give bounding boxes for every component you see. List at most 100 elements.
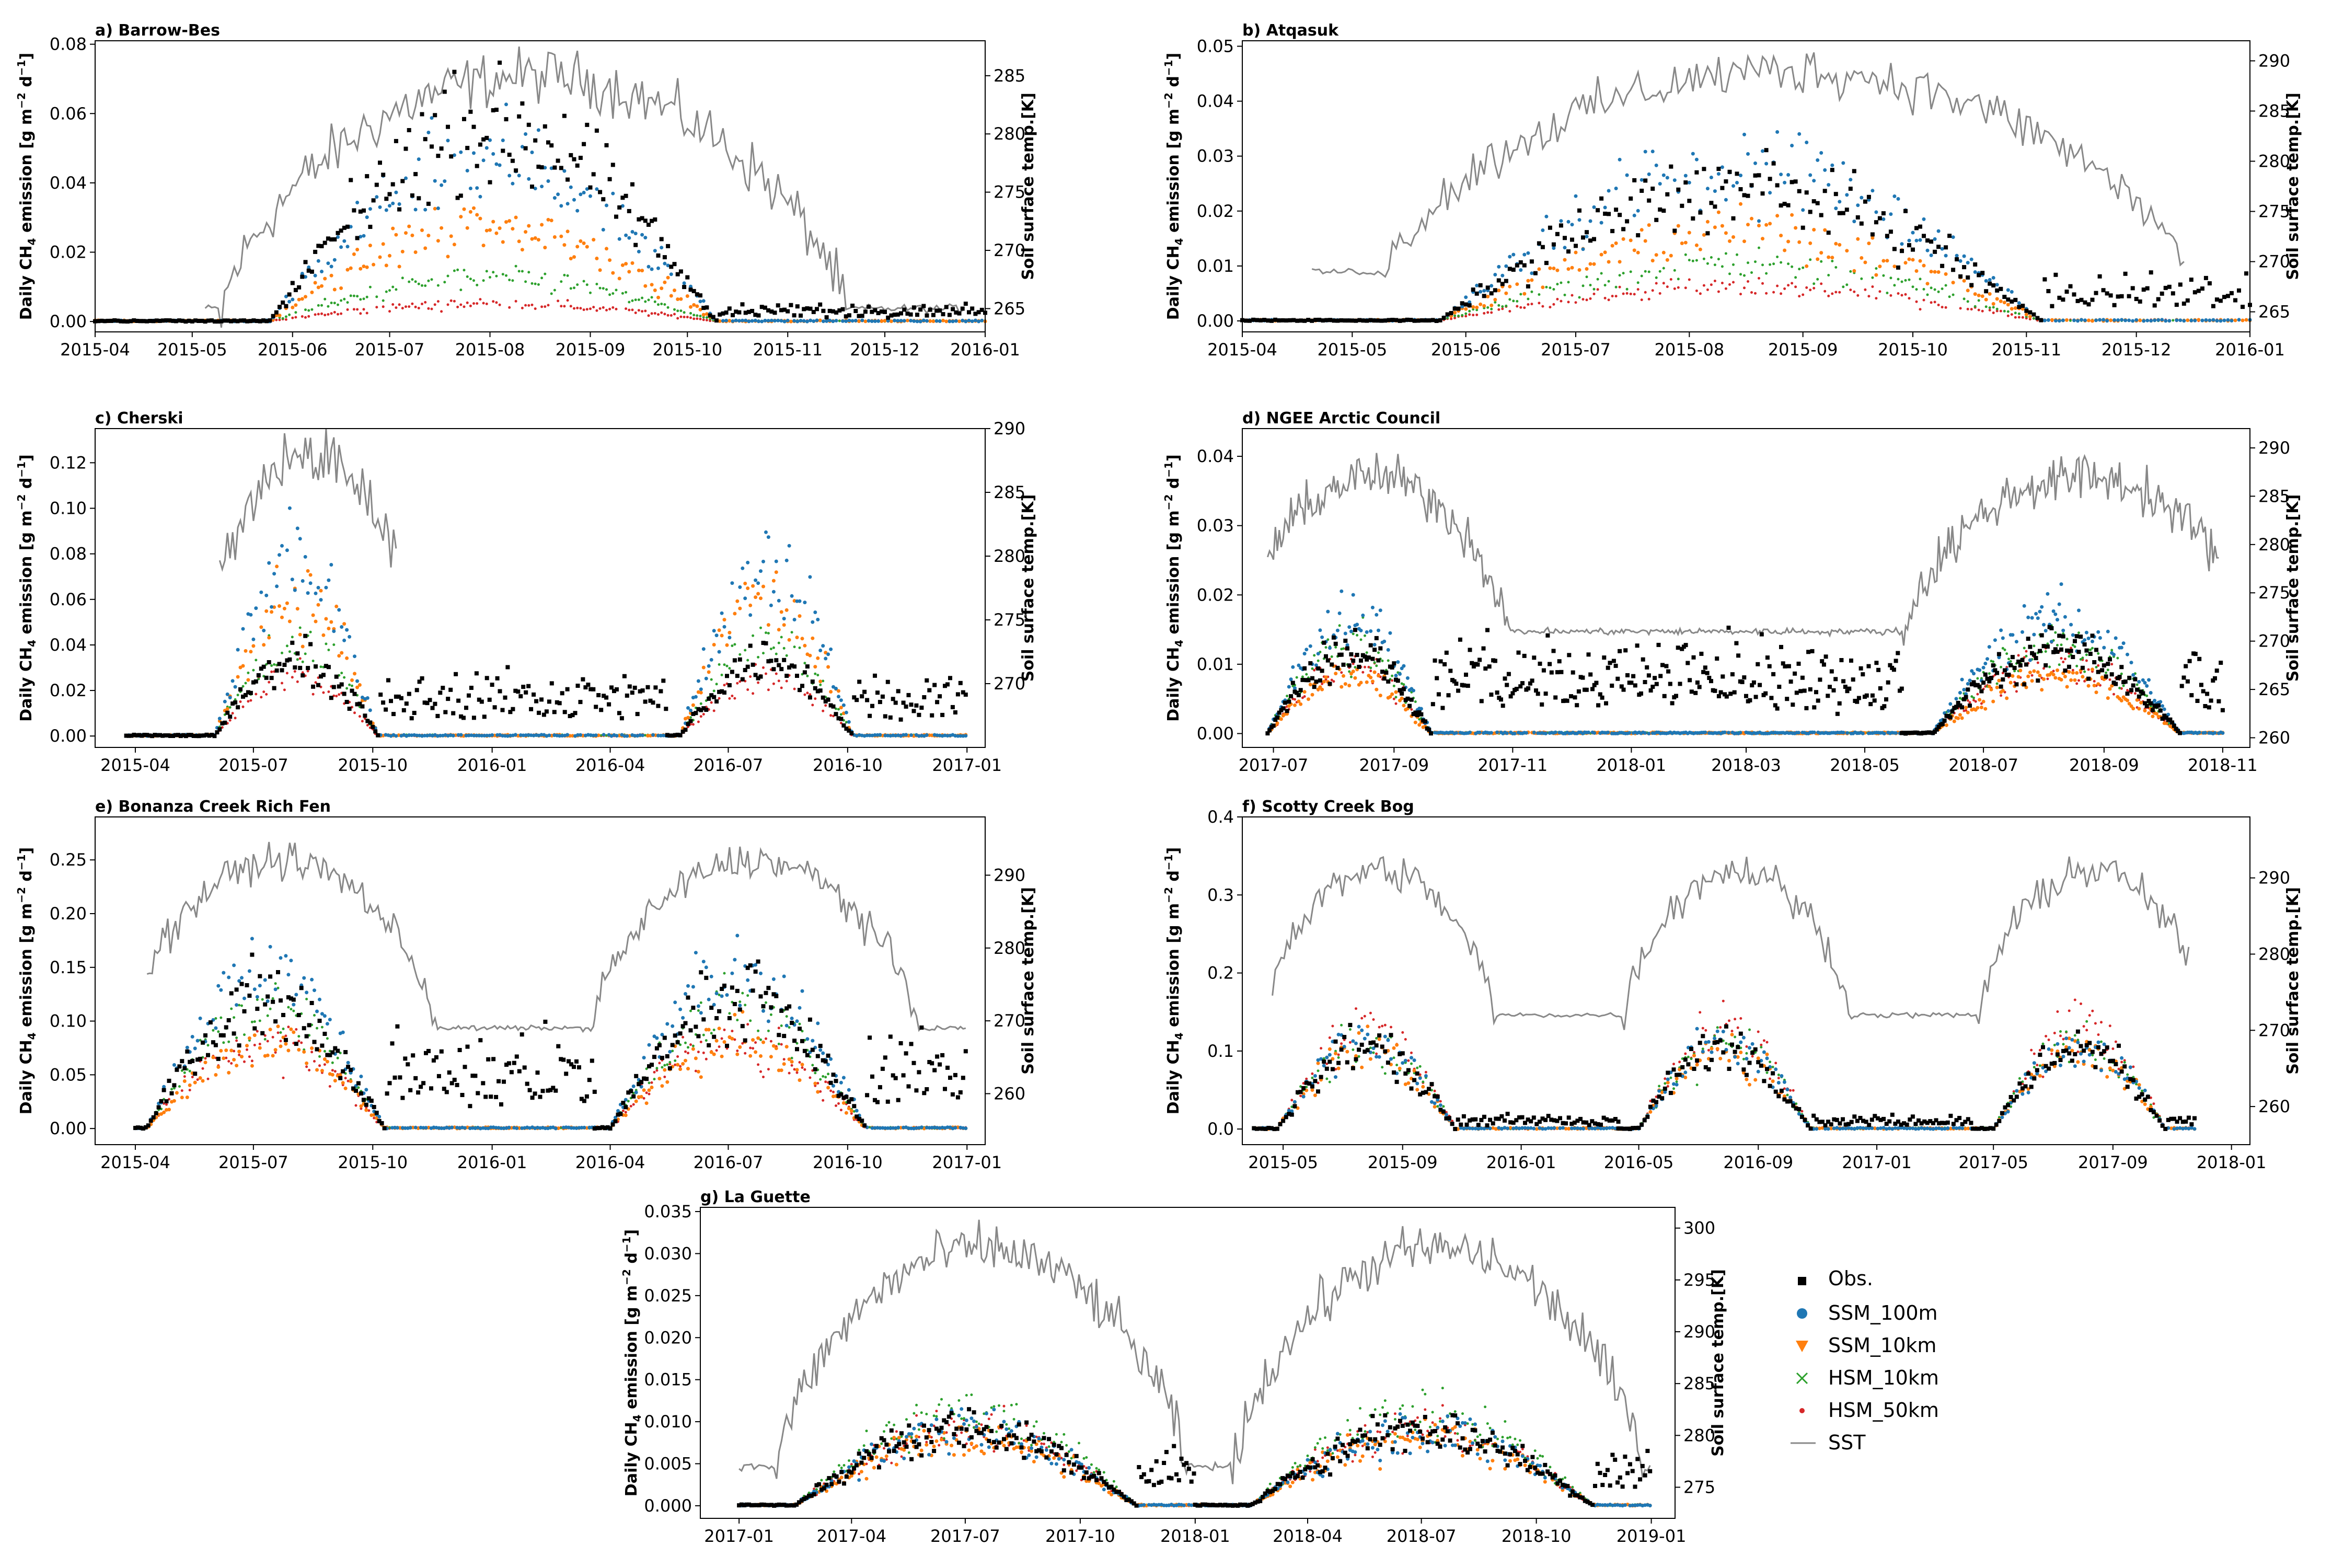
point-ssm10 (1676, 224, 1680, 228)
point-hsm10 (325, 642, 328, 645)
point-obs (610, 163, 615, 167)
point-obs (248, 690, 253, 695)
point-ssm100 (1559, 219, 1563, 223)
point-ssm10 (1464, 307, 1468, 311)
point-ssm10 (829, 690, 833, 694)
point-hsm10 (2007, 658, 2010, 661)
point-hsm10 (1603, 284, 1607, 287)
point-hsm10 (1475, 308, 1479, 312)
point-hsm50 (1361, 671, 1365, 674)
point-obs (446, 697, 451, 701)
point-ssm100 (1661, 173, 1666, 177)
point-ssm100 (724, 318, 729, 322)
point-obs (2031, 312, 2036, 317)
point-hsm10 (1578, 296, 1581, 299)
point-obs (2101, 288, 2106, 293)
point-ssm10 (481, 244, 486, 248)
point-hsm10 (1501, 305, 1504, 308)
point-obs (945, 682, 950, 687)
point-ssm100 (1911, 230, 1915, 235)
point-ssm10 (1984, 297, 1988, 302)
point-hsm50 (395, 306, 398, 309)
point-obs (407, 691, 411, 696)
point-obs (1463, 302, 1468, 307)
point-obs (1683, 180, 1688, 185)
point-ssm100 (1805, 141, 1809, 144)
point-obs (656, 704, 661, 708)
point-hsm10 (430, 278, 433, 281)
point-obs (1731, 216, 1736, 221)
point-hsm10 (1402, 683, 1405, 686)
point-ssm100 (777, 598, 781, 603)
y-tick-label: 0.04 (50, 173, 87, 193)
point-obs (938, 694, 942, 699)
point-hsm50 (1787, 284, 1790, 287)
point-obs (326, 236, 330, 241)
point-hsm50 (492, 300, 495, 303)
point-obs (565, 687, 570, 691)
point-obs (659, 237, 664, 241)
point-ssm10 (2091, 319, 2094, 323)
point-hsm50 (1340, 671, 1343, 674)
point-obs (212, 734, 217, 739)
point-ssm100 (698, 299, 702, 304)
point-hsm50 (1966, 307, 1969, 310)
point-ssm100 (284, 294, 288, 298)
point-ssm100 (549, 166, 553, 170)
point-hsm50 (301, 315, 304, 318)
point-hsm10 (1592, 287, 1596, 291)
point-obs (572, 157, 576, 162)
point-hsm50 (595, 309, 598, 312)
point-hsm10 (608, 293, 611, 296)
point-ssm10 (761, 584, 765, 589)
point-hsm50 (411, 302, 414, 305)
point-obs (694, 711, 698, 716)
point-ssm10 (630, 261, 634, 265)
point-ssm100 (556, 192, 560, 197)
point-ssm10 (1479, 302, 1483, 306)
point-obs (615, 687, 619, 691)
point-ssm10 (1526, 279, 1530, 283)
point-ssm100 (1640, 178, 1644, 182)
point-obs (627, 209, 631, 213)
point-hsm50 (1658, 292, 1661, 295)
point-obs (2090, 297, 2095, 302)
point-obs (1474, 291, 1479, 296)
point-obs (805, 306, 810, 310)
point-ssm100 (663, 261, 667, 266)
point-hsm50 (1747, 280, 1749, 283)
point-ssm100 (799, 319, 803, 322)
point-obs (1629, 196, 1633, 201)
point-hsm10 (1375, 664, 1378, 667)
point-ssm100 (546, 179, 550, 183)
point-ssm10 (298, 632, 302, 637)
point-hsm10 (1761, 263, 1764, 267)
point-ssm100 (615, 734, 619, 738)
point-hsm10 (1549, 286, 1552, 290)
point-hsm50 (1369, 670, 1372, 673)
point-obs (1266, 318, 1271, 323)
point-obs (1558, 223, 1563, 228)
point-hsm10 (375, 295, 378, 298)
point-hsm10 (1915, 288, 1918, 291)
point-hsm50 (1475, 313, 1479, 316)
point-ssm100 (1907, 238, 1911, 243)
point-hsm50 (228, 719, 232, 722)
point-ssm10 (1720, 224, 1724, 228)
point-obs (1848, 187, 1853, 191)
point-hsm50 (524, 304, 527, 307)
point-obs (919, 706, 924, 710)
point-hsm50 (1776, 284, 1779, 287)
point-ssm100 (1647, 172, 1651, 176)
point-ssm100 (741, 318, 744, 322)
point-ssm100 (2160, 318, 2164, 322)
point-ssm100 (627, 236, 631, 240)
point-hsm10 (530, 282, 534, 285)
point-obs (223, 720, 227, 725)
point-obs (792, 664, 797, 669)
point-ssm10 (2197, 318, 2201, 322)
point-hsm10 (765, 631, 767, 635)
point-hsm10 (702, 316, 705, 319)
point-obs (1922, 234, 1926, 238)
point-obs (1962, 265, 1967, 270)
